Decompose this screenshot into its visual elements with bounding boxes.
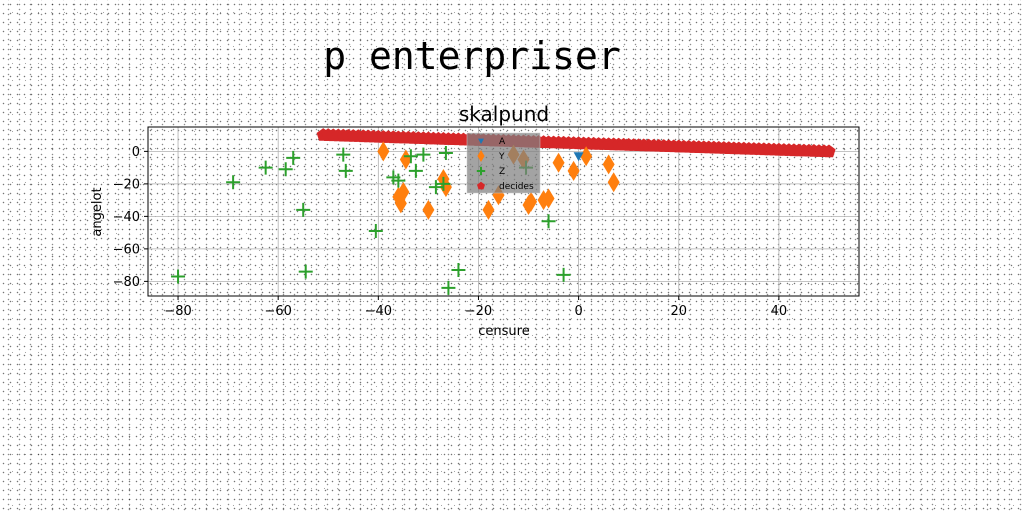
axis-ticks: −80 −60 −40 −20 0 20 40 0 −20 −40 −60 −80 [113, 145, 788, 319]
legend-label: decides [499, 182, 534, 192]
legend-label: Y [498, 152, 505, 162]
x-tick-label: −40 [365, 304, 392, 319]
data-point [542, 188, 555, 209]
data-point [286, 150, 301, 165]
data-point [525, 191, 538, 212]
y-tick-label: −60 [113, 242, 140, 257]
data-point [338, 163, 353, 178]
x-tick-label: −80 [164, 304, 191, 319]
data-point [399, 149, 412, 170]
series-A [573, 152, 584, 162]
data-point [278, 162, 293, 177]
data-point [397, 182, 410, 202]
data-point [541, 214, 556, 229]
data-point [573, 152, 584, 162]
x-tick-label: −60 [264, 304, 291, 319]
chart-title: skalpund [459, 102, 549, 126]
data-point [482, 199, 495, 220]
x-tick-label: 0 [574, 304, 582, 319]
data-point [391, 173, 406, 188]
data-point [580, 146, 593, 167]
y-tick-label: −20 [113, 177, 140, 192]
legend-marker [476, 166, 486, 176]
plot-frame [147, 126, 860, 297]
data-point [438, 146, 453, 160]
data-point [226, 175, 241, 190]
x-axis-label: censure [478, 324, 529, 339]
legend-box [466, 132, 541, 194]
data-point [258, 160, 273, 175]
legend-marker [478, 138, 484, 144]
legend-marker [477, 150, 485, 162]
data-point [552, 152, 565, 173]
data-point [368, 224, 383, 238]
y-axis-label: angelot [90, 187, 105, 236]
y-tick-label: −40 [113, 210, 140, 225]
y-tick-label: −80 [113, 275, 140, 290]
legend-label: A [499, 137, 506, 147]
data-point [451, 263, 466, 277]
data-point [298, 264, 313, 279]
data-point [556, 267, 571, 282]
data-point [822, 144, 836, 158]
data-point [171, 269, 186, 284]
data-point [436, 176, 451, 191]
x-tick-label: 20 [670, 304, 687, 319]
data-point [607, 172, 620, 193]
data-point [602, 154, 615, 175]
data-point [441, 280, 456, 295]
y-tick-label: 0 [132, 145, 140, 160]
data-point [416, 147, 431, 162]
data-point [408, 163, 423, 178]
legend-marker [477, 181, 485, 190]
data-point [336, 147, 351, 162]
x-tick-label: 40 [771, 304, 788, 319]
data-point [567, 160, 580, 181]
legend-label: Z [499, 167, 505, 177]
x-tick-label: −20 [465, 304, 492, 319]
data-point [403, 149, 418, 164]
plot-marks [171, 128, 836, 295]
grid [148, 127, 859, 296]
data-point [296, 202, 311, 217]
series-Z [171, 146, 571, 295]
data-point [422, 199, 435, 220]
data-point [428, 180, 443, 195]
page-title: p enterpriser [323, 34, 621, 78]
data-point [377, 141, 390, 162]
